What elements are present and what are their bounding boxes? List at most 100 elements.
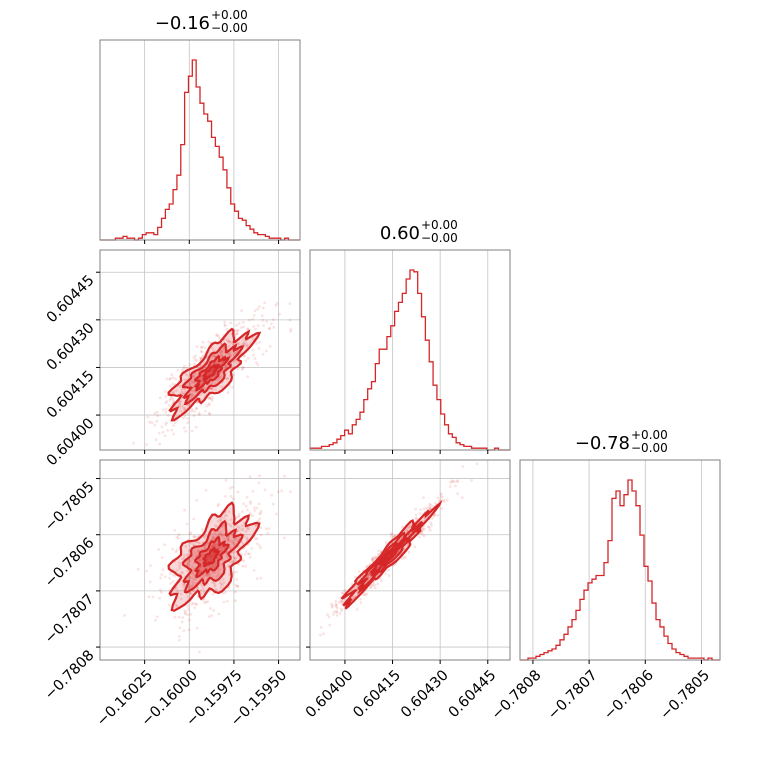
sample-point: [227, 510, 231, 514]
sample-point: [335, 610, 338, 614]
sample-point: [221, 583, 224, 587]
sample-point: [178, 566, 182, 570]
sample-point: [183, 612, 187, 616]
sample-point: [204, 546, 208, 549]
sample-point: [272, 502, 275, 506]
sample-point: [253, 537, 257, 541]
sample-point: [216, 556, 220, 559]
panel-background: [100, 460, 300, 660]
title-upper-error: +0.00: [631, 428, 668, 442]
sample-point: [171, 547, 175, 551]
sample-point: [211, 347, 215, 350]
sample-point: [175, 535, 179, 539]
sample-point: [266, 531, 270, 535]
sample-point: [178, 564, 181, 568]
sample-point: [195, 603, 199, 606]
sample-point: [191, 572, 195, 576]
sample-point: [414, 513, 418, 517]
sample-point: [355, 608, 359, 611]
sample-point: [226, 599, 229, 603]
sample-point: [179, 391, 183, 395]
sample-point: [246, 527, 250, 531]
sample-point: [160, 556, 164, 559]
sample-point: [217, 376, 221, 379]
sample-point: [169, 582, 173, 585]
sample-point: [328, 623, 332, 627]
sample-point: [403, 556, 406, 560]
sample-point: [440, 494, 443, 497]
sample-point: [162, 408, 165, 412]
sample-point: [339, 599, 343, 603]
sample-point: [255, 506, 259, 510]
sample-point: [234, 556, 238, 560]
sample-point: [236, 584, 240, 588]
sample-point: [189, 585, 193, 589]
panel-title-1: −0.16 +0.00−0.00: [155, 8, 248, 35]
sample-point: [180, 571, 184, 574]
sample-point: [226, 339, 230, 343]
sample-point: [359, 597, 362, 601]
sample-point: [445, 498, 449, 502]
sample-point: [224, 478, 228, 482]
sample-point: [212, 354, 216, 357]
sample-point: [227, 539, 231, 543]
sample-point: [263, 488, 267, 492]
sample-point: [257, 520, 261, 523]
sample-point: [164, 407, 168, 411]
sample-point: [334, 599, 338, 603]
sample-point: [456, 479, 459, 483]
sample-point: [256, 324, 260, 328]
sample-point: [233, 329, 237, 333]
sample-point: [414, 516, 418, 520]
sample-point: [236, 367, 240, 371]
sample-point: [123, 614, 126, 617]
sample-point: [210, 386, 214, 390]
sample-point: [340, 591, 344, 595]
sample-point: [216, 378, 220, 382]
sample-point: [246, 356, 250, 360]
sample-point: [227, 586, 231, 590]
sample-point: [251, 317, 255, 321]
sample-point: [183, 583, 186, 587]
x-tick-label: 0.60415: [350, 667, 404, 721]
sample-point: [187, 585, 191, 589]
title-upper-error: +0.00: [211, 8, 248, 22]
sample-point: [289, 327, 293, 331]
sample-point: [241, 365, 245, 369]
x-tick-label: 0.60430: [398, 667, 452, 721]
sample-point: [408, 525, 412, 528]
sample-point: [228, 573, 231, 577]
sample-point: [172, 400, 176, 404]
sample-point: [217, 533, 221, 536]
sample-point: [364, 565, 368, 568]
sample-point: [205, 543, 209, 547]
sample-point: [182, 629, 186, 632]
sample-point: [234, 590, 237, 594]
sample-point: [231, 559, 235, 563]
sample-point: [433, 513, 437, 517]
sample-point: [288, 318, 292, 322]
sample-point: [258, 474, 261, 478]
sample-point: [368, 572, 371, 576]
sample-point: [173, 421, 177, 424]
sample-point: [165, 377, 169, 381]
sample-point: [259, 511, 263, 515]
sample-point: [428, 528, 432, 532]
sample-point: [251, 337, 255, 341]
sample-point: [149, 564, 153, 567]
sample-point: [421, 527, 425, 531]
sample-point: [181, 404, 184, 408]
sample-point: [422, 507, 426, 511]
sample-point: [193, 381, 196, 384]
sample-point: [454, 484, 457, 488]
sample-point: [175, 548, 179, 552]
title-value: −0.78: [575, 433, 630, 454]
sample-point: [429, 507, 432, 510]
sample-point: [370, 558, 374, 561]
sample-point: [259, 533, 263, 537]
title-value: 0.60: [380, 223, 420, 244]
sample-point: [334, 604, 338, 608]
sample-point: [211, 575, 215, 578]
sample-point: [216, 504, 220, 508]
sample-point: [228, 486, 232, 490]
